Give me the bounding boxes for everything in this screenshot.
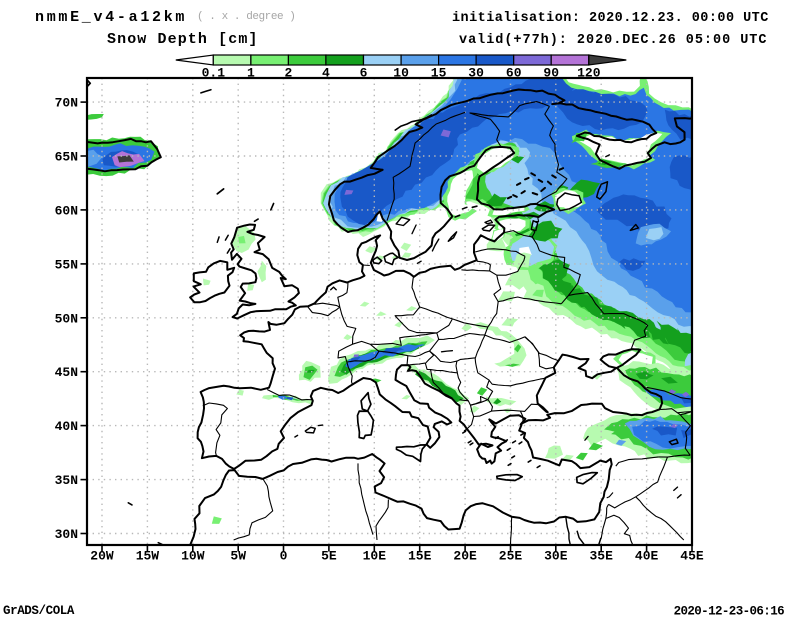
svg-text:20E: 20E xyxy=(453,549,477,564)
svg-text:10E: 10E xyxy=(363,549,387,564)
svg-text:25E: 25E xyxy=(499,549,523,564)
svg-text:45N: 45N xyxy=(55,365,78,380)
svg-text:15: 15 xyxy=(431,66,447,81)
svg-text:20W: 20W xyxy=(90,549,114,564)
svg-text:1: 1 xyxy=(247,66,255,81)
svg-text:2020-12-23-06:16: 2020-12-23-06:16 xyxy=(674,605,785,619)
svg-text:GrADS/COLA: GrADS/COLA xyxy=(3,604,75,618)
svg-text:60N: 60N xyxy=(55,203,78,218)
svg-text:70N: 70N xyxy=(55,96,78,111)
svg-text:initialisation: 2020.12.23.: initialisation: 2020.12.23. 00:00 UTC xyxy=(452,11,769,26)
svg-text:Snow Depth [cm]: Snow Depth [cm] xyxy=(107,31,259,48)
svg-text:35E: 35E xyxy=(589,549,613,564)
svg-text:valid(+77h): 2020.DEC.26 05:00: valid(+77h): 2020.DEC.26 05:00 UTC xyxy=(459,33,767,48)
svg-text:5W: 5W xyxy=(230,549,246,564)
svg-text:30E: 30E xyxy=(544,549,568,564)
svg-text:15E: 15E xyxy=(408,549,432,564)
svg-text:40N: 40N xyxy=(55,419,78,434)
svg-text:50N: 50N xyxy=(55,311,78,326)
svg-text:15W: 15W xyxy=(136,549,160,564)
svg-text:10: 10 xyxy=(393,66,409,81)
svg-text:0: 0 xyxy=(280,549,288,564)
svg-text:60: 60 xyxy=(506,66,522,81)
svg-text:2: 2 xyxy=(284,66,292,81)
svg-text:6: 6 xyxy=(360,66,368,81)
svg-text:nmmE_v4-a12km: nmmE_v4-a12km xyxy=(35,9,187,26)
svg-text:30N: 30N xyxy=(55,527,78,542)
svg-text:55N: 55N xyxy=(55,257,78,272)
svg-text:120: 120 xyxy=(577,66,601,81)
svg-text:( . x . degree ): ( . x . degree ) xyxy=(197,11,295,23)
svg-text:40E: 40E xyxy=(635,549,659,564)
svg-text:10W: 10W xyxy=(181,549,205,564)
svg-text:90: 90 xyxy=(543,66,559,81)
svg-text:45E: 45E xyxy=(680,549,704,564)
svg-text:35N: 35N xyxy=(55,473,78,488)
svg-text:5E: 5E xyxy=(321,549,337,564)
svg-text:65N: 65N xyxy=(55,150,78,165)
svg-text:30: 30 xyxy=(468,66,484,81)
svg-text:4: 4 xyxy=(322,66,330,81)
svg-text:0.1: 0.1 xyxy=(202,66,226,81)
